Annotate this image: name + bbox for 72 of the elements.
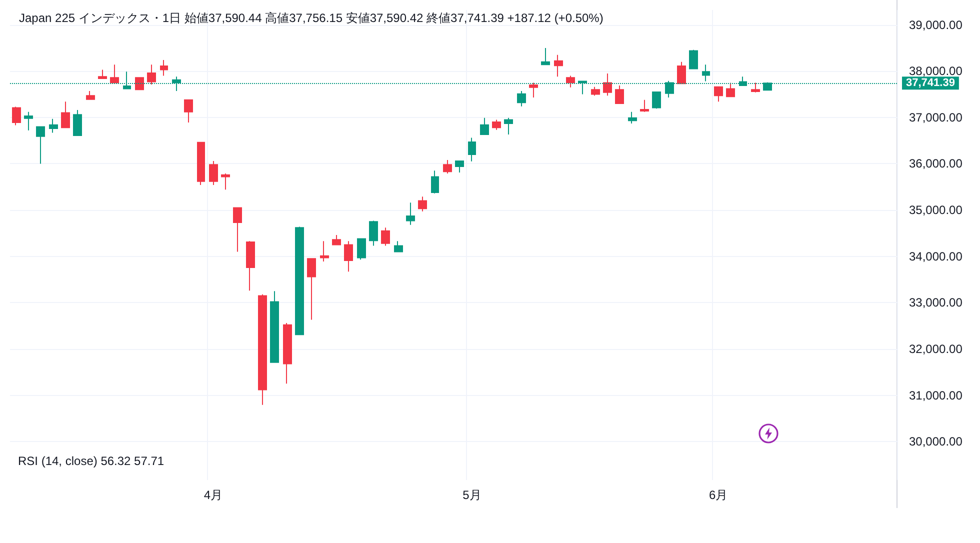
candlestick bbox=[468, 137, 476, 162]
candlestick bbox=[455, 160, 464, 174]
candlestick bbox=[110, 64, 119, 84]
candlestick bbox=[233, 207, 242, 252]
candlestick bbox=[628, 111, 637, 124]
x-tick-label: 5月 bbox=[462, 488, 482, 502]
candlestick bbox=[603, 72, 612, 96]
y-tick-label: 33,000.00 bbox=[909, 296, 963, 310]
y-tick-label: 35,000.00 bbox=[909, 203, 963, 218]
candlestick bbox=[504, 117, 513, 136]
candlestick bbox=[184, 99, 193, 124]
candlestick bbox=[529, 82, 538, 98]
y-tick-label: 31,000.00 bbox=[909, 388, 963, 402]
candlestick bbox=[566, 75, 575, 88]
candlestick bbox=[554, 54, 563, 78]
candlestick bbox=[689, 49, 698, 70]
candlestick bbox=[751, 82, 760, 93]
candlestick bbox=[431, 170, 439, 194]
candlestick bbox=[147, 64, 156, 86]
chart-title: Japan 225 インデックス・1日 始値37,590.44 高値37,756.15 安値37,590.42 終値37,741.39 +187.12 (+0.50%) bbox=[19, 11, 604, 25]
candlestick bbox=[418, 196, 427, 212]
candlestick bbox=[677, 61, 686, 84]
y-tick-label: 38,000.00 bbox=[909, 64, 963, 78]
candlestick bbox=[295, 226, 304, 336]
annotation: RSI (14, close) 56.32 57.71 bbox=[18, 454, 164, 468]
ref-line-label: 37,741.39 bbox=[906, 77, 955, 90]
candlestick bbox=[209, 160, 218, 186]
candlestick bbox=[517, 90, 526, 107]
candlestick bbox=[221, 172, 230, 190]
candlestick bbox=[443, 160, 452, 174]
candlestick bbox=[702, 64, 710, 82]
candlestick bbox=[726, 82, 735, 98]
y-tick-label: 36,000.00 bbox=[909, 156, 963, 171]
candlestick bbox=[381, 227, 390, 246]
candlestick bbox=[320, 240, 329, 262]
candlestick bbox=[615, 84, 624, 104]
candlestick bbox=[246, 240, 255, 292]
candlestick bbox=[541, 47, 550, 66]
y-tick-label: 39,000.00 bbox=[909, 18, 963, 32]
candlestick bbox=[480, 117, 489, 136]
candlestick bbox=[197, 142, 205, 186]
candlestick bbox=[36, 126, 45, 164]
candlestick bbox=[24, 111, 33, 131]
candlestick bbox=[307, 258, 316, 320]
candlestick bbox=[640, 99, 649, 112]
candlestick bbox=[591, 86, 600, 96]
candlestick bbox=[492, 119, 501, 130]
y-tick-label: 30,000.00 bbox=[909, 434, 963, 449]
y-tick-label: 34,000.00 bbox=[909, 249, 963, 264]
candlestick bbox=[86, 90, 95, 100]
candlestick bbox=[406, 202, 415, 226]
x-tick-label: 6月 bbox=[709, 488, 728, 502]
candlestick bbox=[98, 69, 107, 80]
candlestick bbox=[332, 234, 341, 246]
candlestick bbox=[652, 91, 661, 110]
candlestick bbox=[61, 101, 70, 128]
candlestick bbox=[73, 110, 82, 136]
candlestick bbox=[258, 294, 267, 406]
candlestick bbox=[369, 220, 378, 246]
candlestick bbox=[135, 77, 144, 90]
candlestick bbox=[714, 86, 723, 102]
candlestick bbox=[49, 118, 58, 134]
x-tick-label: 4月 bbox=[204, 488, 223, 502]
candlestick bbox=[357, 238, 366, 260]
candlestick bbox=[283, 322, 292, 384]
candlestick bbox=[394, 240, 403, 252]
candlestick bbox=[270, 290, 279, 363]
y-tick-label: 37,000.00 bbox=[909, 110, 963, 124]
candlestick bbox=[160, 60, 168, 76]
candlestick bbox=[12, 106, 21, 126]
candlestick bbox=[344, 240, 353, 272]
y-tick-label: 32,000.00 bbox=[909, 342, 963, 356]
